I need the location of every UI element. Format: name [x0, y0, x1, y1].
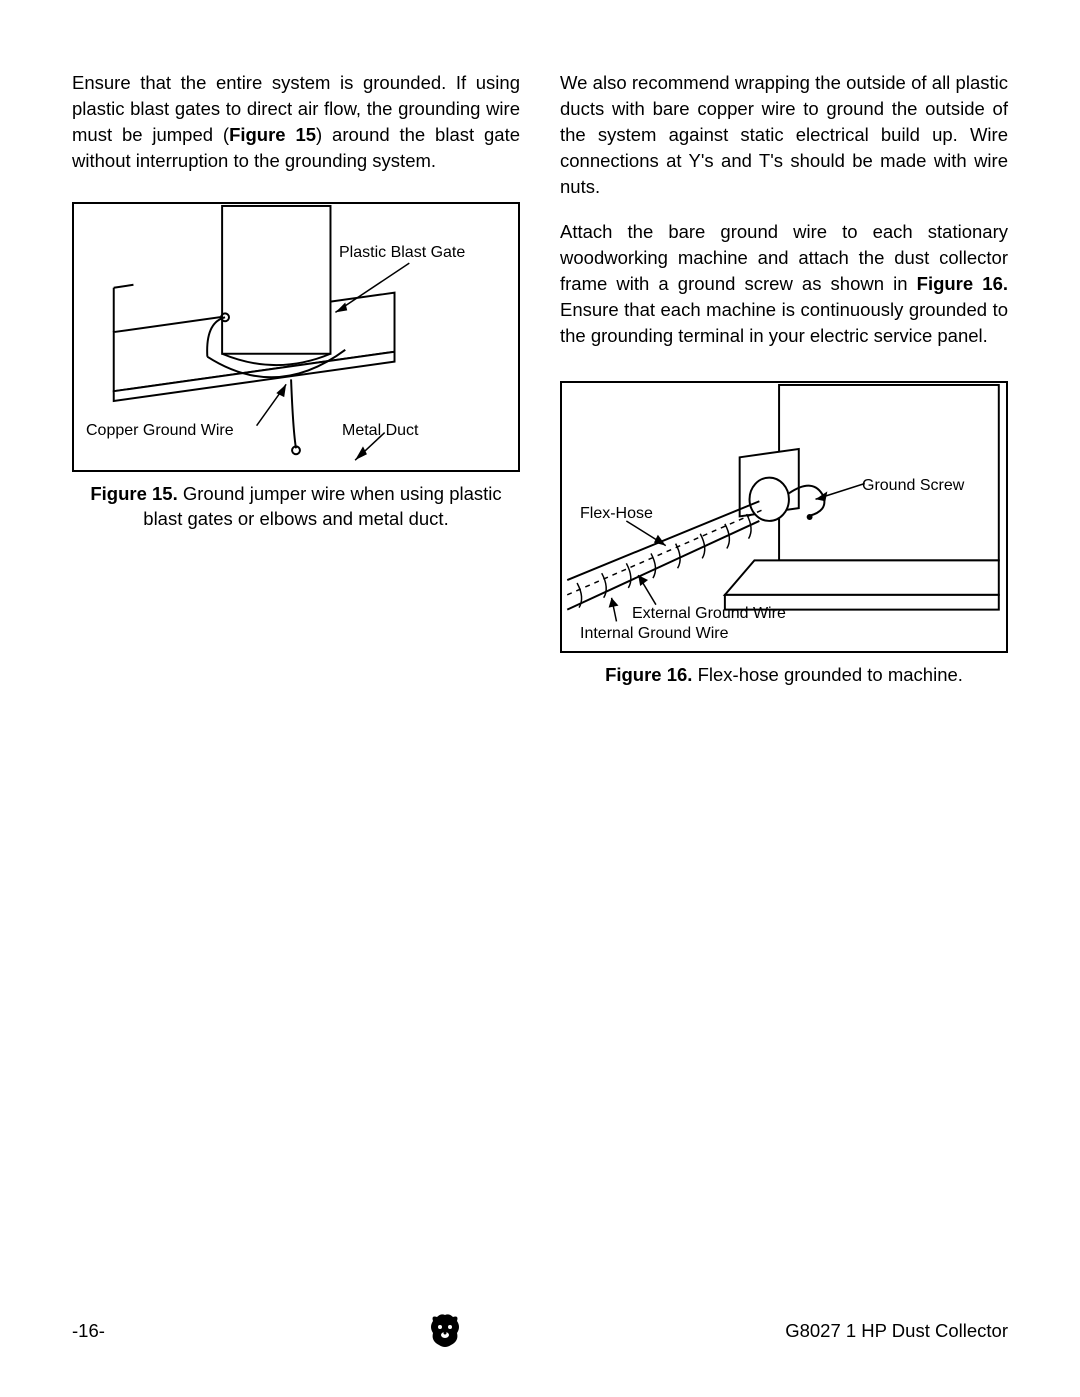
right-para-2b: Ensure that each machine is continuously…: [560, 299, 1008, 346]
fig15-caption-text: Ground jumper wire when using plastic bl…: [143, 483, 501, 529]
left-column: Ensure that the entire system is grounde…: [72, 70, 520, 688]
page-number: -16-: [72, 1320, 105, 1342]
figure-15-caption: Figure 15. Ground jumper wire when using…: [72, 482, 520, 532]
left-para-1-bold: Figure 15: [229, 124, 316, 145]
fig15-label-blast-gate: Plastic Blast Gate: [339, 244, 465, 262]
fig16-label-ext-wire: External Ground Wire: [632, 605, 786, 623]
right-para-2: Attach the bare ground wire to each stat…: [560, 219, 1008, 348]
fig15-caption-bold: Figure 15.: [90, 483, 177, 504]
doc-title: G8027 1 HP Dust Collector: [785, 1320, 1008, 1342]
figure-15-box: Plastic Blast Gate Copper Ground Wire Me…: [72, 202, 520, 472]
fig16-label-ground-screw: Ground Screw: [862, 477, 964, 495]
page-footer: -16- G8027 1 HP Dust Collector: [72, 1311, 1008, 1351]
fig16-label-flex-hose: Flex-Hose: [580, 505, 653, 523]
right-para-2-bold: Figure 16.: [917, 273, 1008, 294]
page-content: Ensure that the entire system is grounde…: [0, 0, 1080, 688]
right-para-1: We also recommend wrapping the outside o…: [560, 70, 1008, 199]
fig16-caption-text: Flex-hose grounded to machine.: [692, 664, 962, 685]
fig16-caption-bold: Figure 16.: [605, 664, 692, 685]
fig16-label-int-wire: Internal Ground Wire: [580, 625, 729, 643]
fig15-label-ground-wire: Copper Ground Wire: [86, 422, 234, 440]
fig15-label-metal-duct: Metal Duct: [342, 422, 418, 440]
bear-logo-icon: [425, 1311, 465, 1351]
left-para-1: Ensure that the entire system is grounde…: [72, 70, 520, 174]
right-column: We also recommend wrapping the outside o…: [560, 70, 1008, 688]
figure-16-caption: Figure 16. Flex-hose grounded to machine…: [560, 663, 1008, 688]
figure-16-box: Flex-Hose Ground Screw External Ground W…: [560, 381, 1008, 653]
